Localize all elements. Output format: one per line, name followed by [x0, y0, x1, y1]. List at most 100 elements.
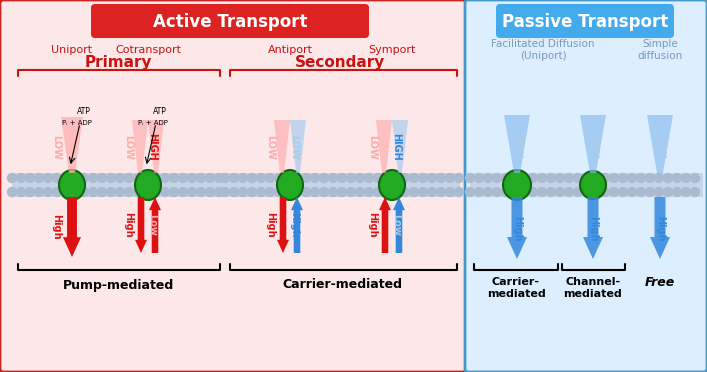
- Circle shape: [428, 187, 436, 196]
- Circle shape: [320, 187, 329, 196]
- Polygon shape: [290, 120, 306, 173]
- Polygon shape: [61, 117, 83, 173]
- Circle shape: [247, 187, 257, 196]
- Circle shape: [52, 173, 62, 183]
- Circle shape: [44, 187, 52, 196]
- Circle shape: [465, 173, 474, 183]
- Circle shape: [310, 187, 320, 196]
- Circle shape: [655, 187, 663, 196]
- Circle shape: [619, 173, 628, 183]
- Text: High: High: [289, 212, 299, 238]
- Ellipse shape: [135, 170, 161, 200]
- Circle shape: [337, 173, 346, 183]
- Circle shape: [537, 173, 547, 183]
- Circle shape: [636, 173, 645, 183]
- Circle shape: [547, 173, 556, 183]
- Text: LOW: LOW: [655, 132, 665, 157]
- Bar: [470, 173, 703, 197]
- Circle shape: [143, 187, 151, 196]
- Bar: [225, 173, 460, 197]
- Text: Pump-mediated: Pump-mediated: [62, 279, 174, 292]
- Circle shape: [221, 173, 230, 183]
- Circle shape: [564, 187, 573, 196]
- Circle shape: [400, 173, 409, 183]
- Circle shape: [238, 187, 247, 196]
- Circle shape: [592, 173, 600, 183]
- Circle shape: [134, 173, 143, 183]
- Circle shape: [365, 173, 373, 183]
- Polygon shape: [504, 115, 530, 173]
- Circle shape: [501, 187, 510, 196]
- Text: Active Transport: Active Transport: [153, 13, 308, 31]
- Text: LOW: LOW: [588, 132, 598, 157]
- Circle shape: [645, 173, 655, 183]
- Circle shape: [510, 187, 520, 196]
- Circle shape: [8, 173, 16, 183]
- Circle shape: [230, 187, 238, 196]
- Circle shape: [691, 173, 699, 183]
- Text: LOW: LOW: [51, 135, 61, 160]
- Text: LOW: LOW: [265, 135, 275, 160]
- Circle shape: [62, 187, 71, 196]
- Circle shape: [346, 187, 356, 196]
- Polygon shape: [583, 197, 603, 259]
- Circle shape: [419, 173, 428, 183]
- Circle shape: [436, 173, 445, 183]
- Text: ATP: ATP: [77, 108, 91, 116]
- Circle shape: [197, 173, 206, 183]
- Polygon shape: [647, 115, 673, 173]
- Circle shape: [257, 173, 266, 183]
- Circle shape: [520, 173, 529, 183]
- Polygon shape: [376, 120, 392, 173]
- Circle shape: [257, 187, 266, 196]
- Circle shape: [221, 187, 230, 196]
- Circle shape: [409, 187, 419, 196]
- Circle shape: [600, 173, 609, 183]
- Circle shape: [356, 187, 365, 196]
- Circle shape: [151, 173, 160, 183]
- Text: Simple
diffusion: Simple diffusion: [638, 39, 683, 61]
- Circle shape: [197, 187, 206, 196]
- Circle shape: [16, 187, 25, 196]
- Circle shape: [88, 187, 98, 196]
- Circle shape: [124, 173, 134, 183]
- Text: Cotransport: Cotransport: [115, 45, 181, 55]
- Circle shape: [556, 173, 564, 183]
- Circle shape: [293, 173, 301, 183]
- Circle shape: [529, 173, 537, 183]
- Text: High: High: [655, 216, 665, 242]
- Circle shape: [609, 187, 619, 196]
- Polygon shape: [274, 120, 290, 173]
- Circle shape: [98, 187, 107, 196]
- Circle shape: [247, 173, 257, 183]
- Text: Primary: Primary: [84, 55, 152, 70]
- Circle shape: [573, 187, 583, 196]
- Circle shape: [187, 187, 197, 196]
- Circle shape: [573, 173, 583, 183]
- Circle shape: [79, 173, 88, 183]
- Ellipse shape: [379, 170, 405, 200]
- Circle shape: [44, 173, 52, 183]
- Polygon shape: [148, 120, 164, 173]
- Text: High: High: [123, 212, 133, 238]
- Polygon shape: [379, 197, 391, 253]
- Circle shape: [663, 187, 672, 196]
- Circle shape: [520, 187, 529, 196]
- Text: Symport: Symport: [368, 45, 416, 55]
- Circle shape: [151, 187, 160, 196]
- Circle shape: [115, 173, 124, 183]
- Circle shape: [392, 173, 400, 183]
- Circle shape: [556, 187, 564, 196]
- Circle shape: [663, 173, 672, 183]
- Polygon shape: [580, 115, 606, 173]
- Circle shape: [274, 187, 284, 196]
- Circle shape: [25, 187, 35, 196]
- Circle shape: [301, 187, 310, 196]
- Polygon shape: [277, 197, 289, 253]
- Circle shape: [266, 173, 274, 183]
- Circle shape: [636, 187, 645, 196]
- Circle shape: [329, 173, 337, 183]
- Circle shape: [382, 187, 392, 196]
- Circle shape: [493, 187, 501, 196]
- Circle shape: [628, 173, 636, 183]
